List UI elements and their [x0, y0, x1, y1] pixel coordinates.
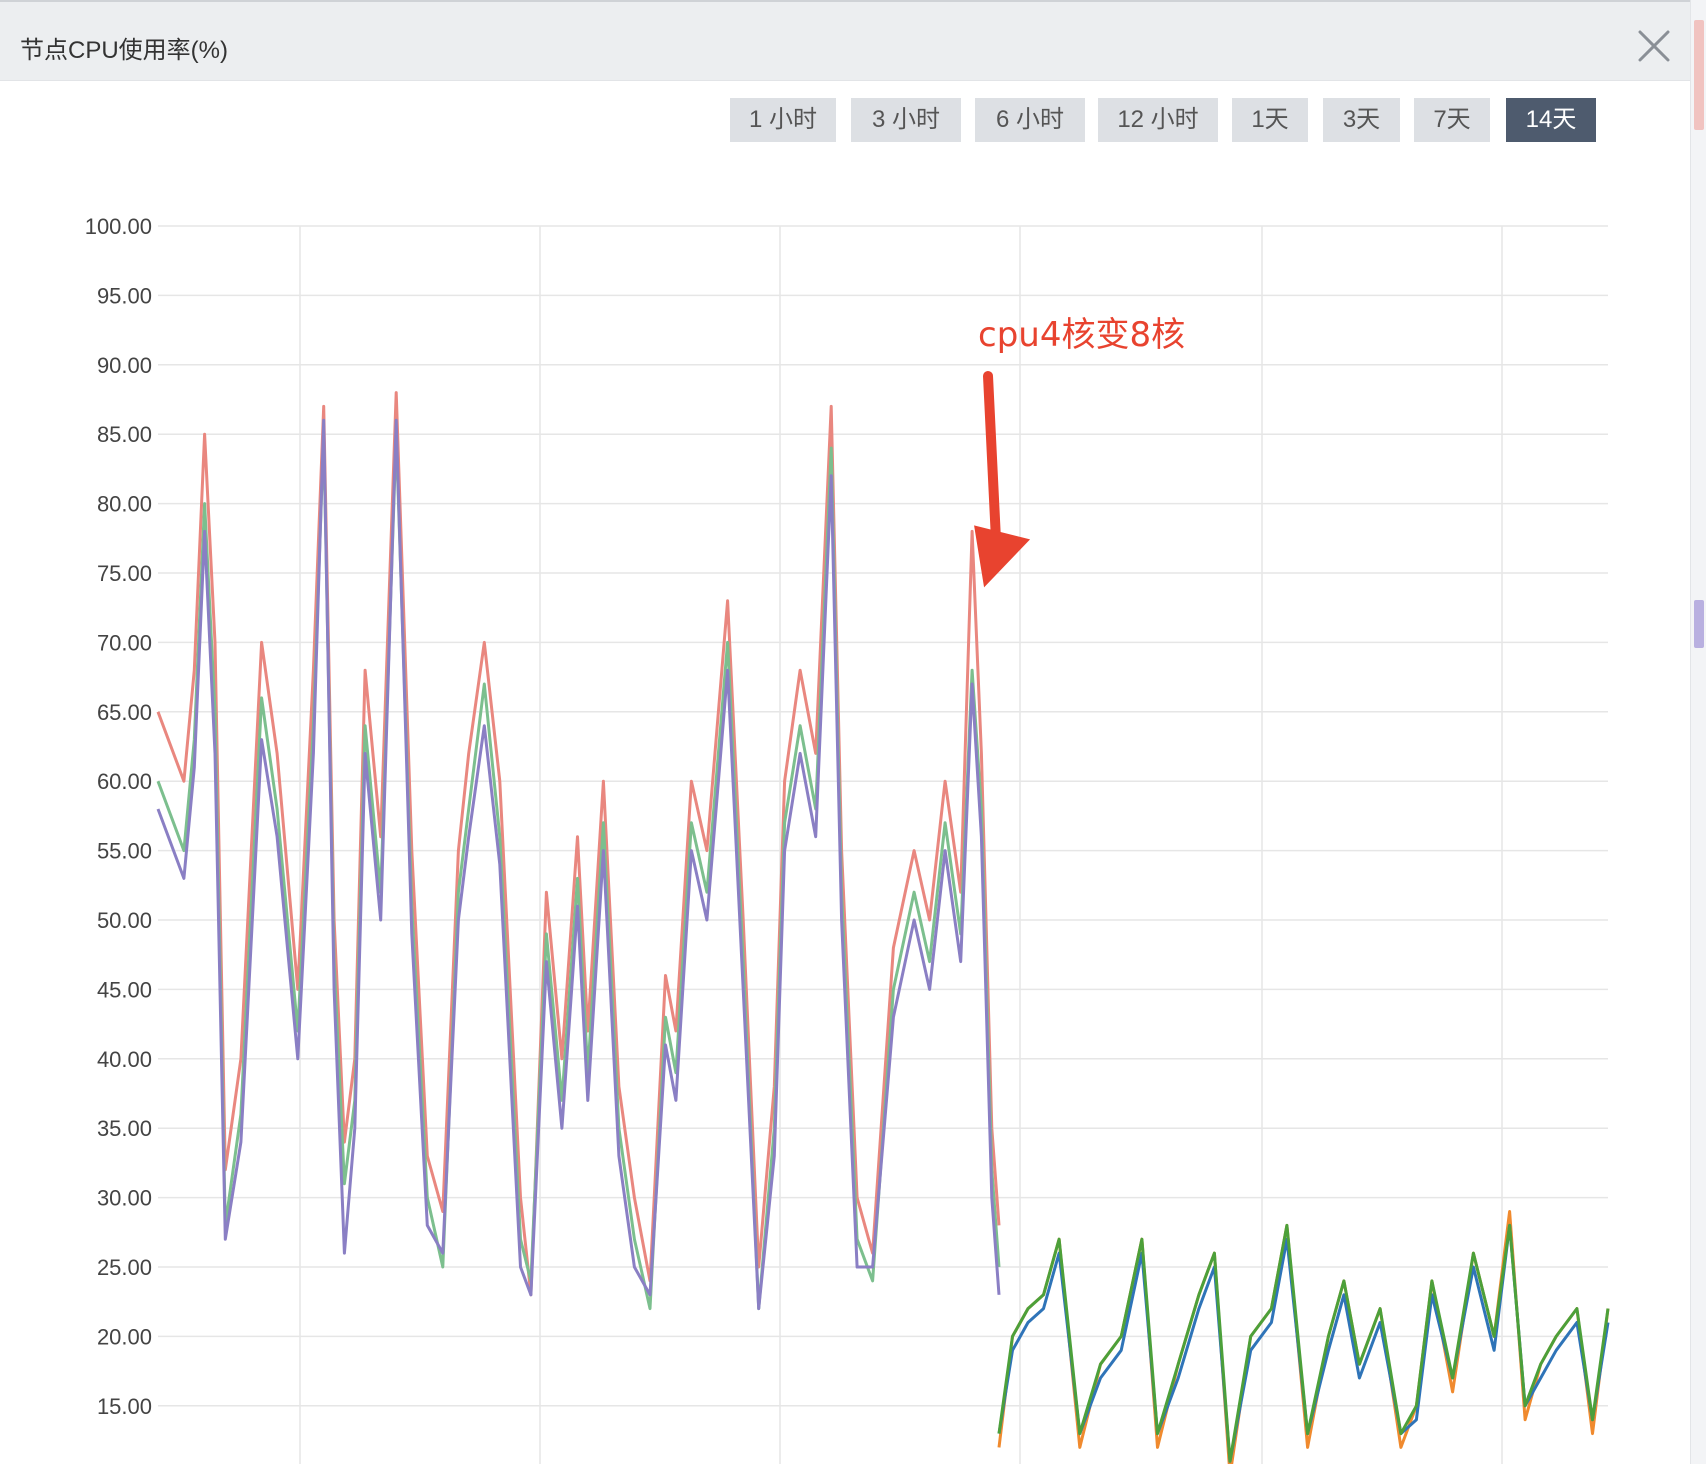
range-button-3h[interactable]: 3 小时 [851, 98, 961, 142]
horizontal-gridlines [158, 225, 1608, 1407]
vertical-gridlines [299, 226, 1503, 1464]
series-line-2 [156, 418, 1001, 1311]
annotation-arrow [983, 371, 1002, 547]
range-button-1d[interactable]: 1天 [1232, 98, 1308, 142]
strip-mark [1694, 20, 1704, 130]
range-button-3d[interactable]: 3天 [1323, 98, 1400, 142]
y-tick-label: 100.00 [85, 214, 152, 239]
range-button-14d[interactable]: 14天 [1506, 98, 1596, 142]
annotation-arrow-head [974, 525, 1031, 588]
y-tick-label: 30.00 [97, 1186, 152, 1211]
y-tick-label: 55.00 [97, 839, 152, 864]
y-tick-label: 65.00 [97, 700, 152, 725]
close-icon[interactable] [1634, 26, 1674, 66]
y-tick-label: 90.00 [97, 353, 152, 378]
series-line-4 [997, 1223, 1610, 1463]
strip-mark [1694, 600, 1704, 648]
range-button-1h[interactable]: 1 小时 [730, 98, 836, 142]
y-tick-label: 35.00 [97, 1116, 152, 1141]
range-button-7d[interactable]: 7天 [1414, 98, 1490, 142]
series-line-0 [156, 391, 1001, 1297]
y-tick-label: 50.00 [97, 908, 152, 933]
dialog-title: 节点CPU使用率(%) [20, 37, 228, 64]
y-tick-label: 20.00 [97, 1324, 152, 1349]
y-tick-label: 80.00 [97, 492, 152, 517]
y-tick-label: 15.00 [97, 1394, 152, 1419]
side-scroll-strip [1690, 0, 1706, 1464]
annotation-text: cpu4核变8核 [978, 315, 1185, 355]
series-line-3 [997, 1210, 1610, 1464]
y-tick-label: 45.00 [97, 977, 152, 1002]
range-button-6h[interactable]: 6 小时 [975, 98, 1085, 142]
y-tick-label: 95.00 [97, 283, 152, 308]
series-layer [156, 391, 1610, 1464]
y-tick-label: 85.00 [97, 422, 152, 447]
y-tick-label: 70.00 [97, 630, 152, 655]
annotation-layer: cpu4核变8核 [974, 315, 1185, 588]
y-tick-label: 40.00 [97, 1047, 152, 1072]
y-axis-labels: 100.00 95.00 90.00 85.00 80.00 75.00 70.00 65.0… [85, 214, 152, 1419]
dialog-header: 节点CPU使用率(%) [0, 0, 1690, 80]
y-tick-label: 60.00 [97, 769, 152, 794]
y-tick-label: 25.00 [97, 1255, 152, 1280]
series-line-5 [997, 1223, 1610, 1463]
y-tick-label: 75.00 [97, 561, 152, 586]
range-button-12h[interactable]: 12 小时 [1098, 98, 1218, 142]
